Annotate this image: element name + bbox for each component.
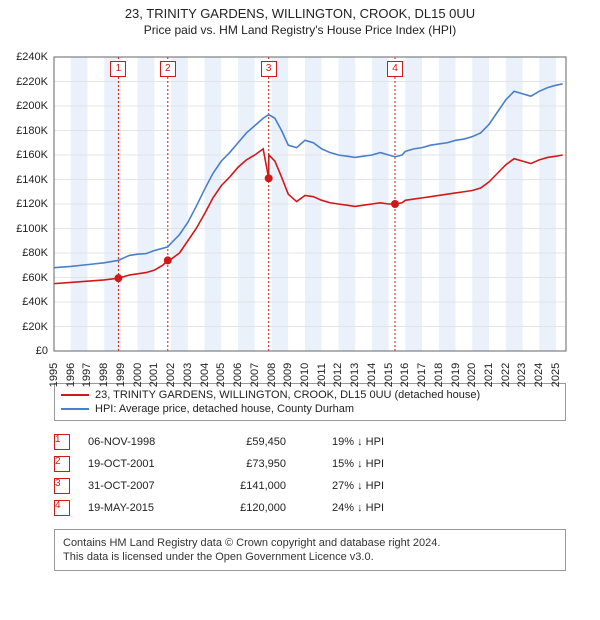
sale-index-box: 2 — [54, 456, 70, 472]
x-tick-label: 2011 — [316, 363, 328, 387]
x-tick-label: 2006 — [232, 363, 244, 387]
sale-diff: 27% ↓ HPI — [304, 475, 384, 497]
y-tick-label: £20K — [0, 321, 48, 333]
x-tick-label: 2020 — [466, 363, 478, 387]
sale-date: 31-OCT-2007 — [88, 475, 198, 497]
x-tick-label: 2008 — [266, 363, 278, 387]
x-tick-label: 2021 — [483, 363, 495, 387]
sale-diff: 19% ↓ HPI — [304, 431, 384, 453]
sale-row: 1 06-NOV-1998 £59,450 19% ↓ HPI — [54, 431, 566, 453]
x-tick-label: 2010 — [299, 363, 311, 387]
sale-index-box: 4 — [54, 500, 70, 516]
sale-marker-label: 4 — [387, 61, 403, 77]
x-tick-label: 2022 — [500, 363, 512, 387]
sale-marker-label: 1 — [110, 61, 126, 77]
y-tick-label: £160K — [0, 149, 48, 161]
x-tick-label: 2002 — [165, 363, 177, 387]
sales-table: 1 06-NOV-1998 £59,450 19% ↓ HPI 2 19-OCT-2001… — [54, 431, 566, 519]
legend-item: HPI: Average price, detached house, Coun… — [61, 402, 559, 416]
title-line-2: Price paid vs. HM Land Registry's House … — [0, 23, 600, 37]
sale-diff: 15% ↓ HPI — [304, 453, 384, 475]
sale-date: 19-OCT-2001 — [88, 453, 198, 475]
sale-marker-point — [164, 256, 172, 264]
x-tick-label: 2013 — [349, 363, 361, 387]
y-tick-label: £120K — [0, 198, 48, 210]
sale-index-box: 3 — [54, 478, 70, 494]
sale-marker-label: 3 — [261, 61, 277, 77]
x-tick-label: 2018 — [433, 363, 445, 387]
sale-marker-point — [114, 274, 122, 282]
sale-price: £59,450 — [216, 431, 286, 453]
sale-diff: 24% ↓ HPI — [304, 497, 384, 519]
x-tick-label: 2000 — [132, 363, 144, 387]
y-tick-label: £0 — [0, 345, 48, 357]
y-tick-label: £140K — [0, 174, 48, 186]
y-tick-label: £180K — [0, 125, 48, 137]
sale-price: £141,000 — [216, 475, 286, 497]
sale-date: 06-NOV-1998 — [88, 431, 198, 453]
x-tick-label: 2005 — [215, 363, 227, 387]
y-tick-label: £240K — [0, 51, 48, 63]
sale-row: 4 19-MAY-2015 £120,000 24% ↓ HPI — [54, 497, 566, 519]
footer-line-2: This data is licensed under the Open Gov… — [63, 550, 557, 564]
x-tick-label: 2015 — [383, 363, 395, 387]
y-tick-label: £220K — [0, 76, 48, 88]
legend-swatch — [61, 394, 89, 396]
x-tick-label: 2017 — [416, 363, 428, 387]
legend-swatch — [61, 408, 89, 410]
y-tick-label: £200K — [0, 100, 48, 112]
legend-item: 23, TRINITY GARDENS, WILLINGTON, CROOK, … — [61, 388, 559, 402]
sale-marker-point — [391, 200, 399, 208]
attribution-footer: Contains HM Land Registry data © Crown c… — [54, 529, 566, 571]
price-chart: 1 2 3 4 £0 £20K £40K £60K £80K £100K £120K £140K £16… — [0, 45, 600, 375]
x-tick-label: 1998 — [98, 363, 110, 387]
sale-price: £120,000 — [216, 497, 286, 519]
y-tick-label: £100K — [0, 223, 48, 235]
footer-line-1: Contains HM Land Registry data © Crown c… — [63, 536, 557, 550]
legend-label: 23, TRINITY GARDENS, WILLINGTON, CROOK, … — [95, 388, 480, 402]
x-tick-label: 2024 — [533, 363, 545, 387]
y-tick-label: £60K — [0, 272, 48, 284]
sale-date: 19-MAY-2015 — [88, 497, 198, 519]
legend: 23, TRINITY GARDENS, WILLINGTON, CROOK, … — [54, 383, 566, 421]
y-tick-label: £80K — [0, 247, 48, 259]
sale-row: 2 19-OCT-2001 £73,950 15% ↓ HPI — [54, 453, 566, 475]
x-tick-label: 2014 — [366, 363, 378, 387]
x-tick-label: 1999 — [115, 363, 127, 387]
chart-titles: 23, TRINITY GARDENS, WILLINGTON, CROOK, … — [0, 0, 600, 41]
x-tick-label: 2003 — [182, 363, 194, 387]
sale-price: £73,950 — [216, 453, 286, 475]
sale-marker-point — [265, 174, 273, 182]
x-tick-label: 2023 — [516, 363, 528, 387]
x-tick-label: 2025 — [550, 363, 562, 387]
x-tick-label: 1995 — [48, 363, 60, 387]
x-tick-label: 2016 — [399, 363, 411, 387]
x-tick-label: 2007 — [249, 363, 261, 387]
sale-marker-label: 2 — [160, 61, 176, 77]
x-tick-label: 2012 — [332, 363, 344, 387]
x-tick-label: 2004 — [199, 363, 211, 387]
sale-index-box: 1 — [54, 434, 70, 450]
legend-label: HPI: Average price, detached house, Coun… — [95, 402, 354, 416]
x-tick-label: 1997 — [81, 363, 93, 387]
x-tick-label: 2019 — [450, 363, 462, 387]
title-line-1: 23, TRINITY GARDENS, WILLINGTON, CROOK, … — [0, 6, 600, 21]
x-tick-label: 2001 — [148, 363, 160, 387]
x-tick-label: 2009 — [282, 363, 294, 387]
sale-row: 3 31-OCT-2007 £141,000 27% ↓ HPI — [54, 475, 566, 497]
x-tick-label: 1996 — [65, 363, 77, 387]
y-tick-label: £40K — [0, 296, 48, 308]
